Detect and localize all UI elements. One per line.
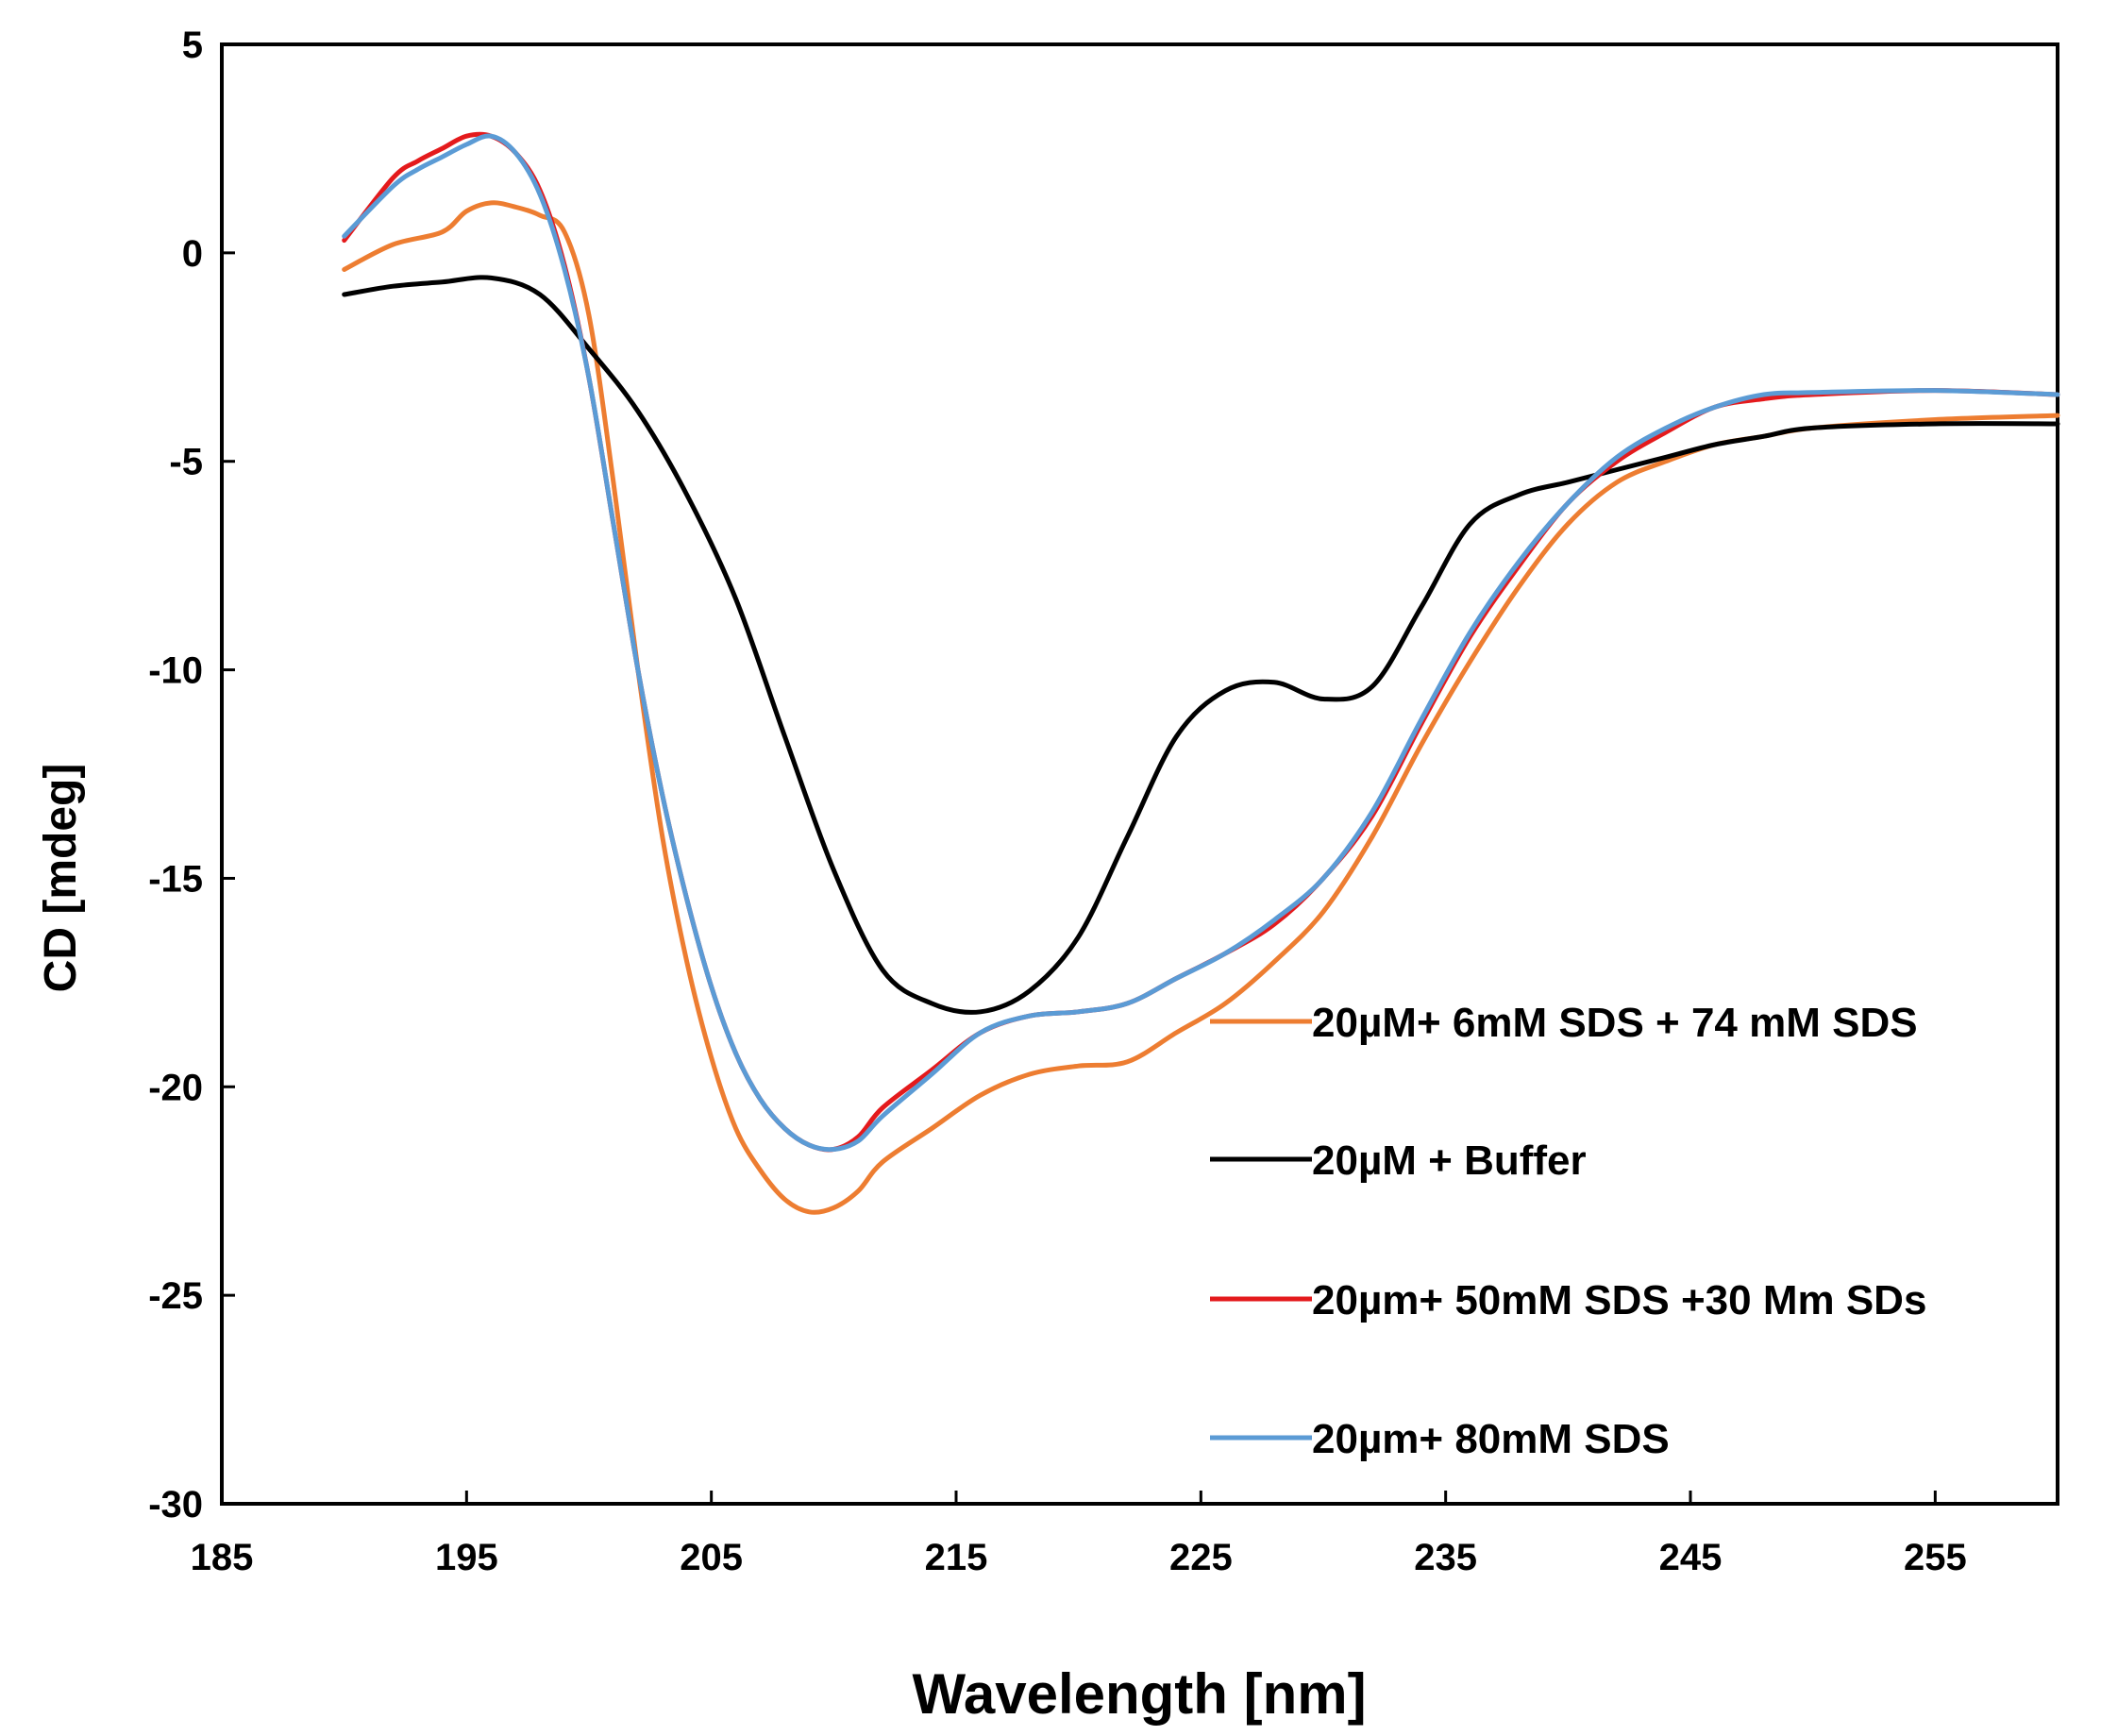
y-tick-label: -10: [148, 650, 203, 692]
legend-label: 20µm+ 80mM SDS: [1312, 1416, 1670, 1462]
series-line-20-m-6mm-sds-74-mm-sds: [342, 200, 2060, 1215]
y-tick-label: -5: [169, 442, 203, 483]
y-tick-label: -20: [148, 1067, 203, 1108]
plot-frame: [220, 42, 2059, 1506]
y-tick-label: 0: [182, 233, 203, 275]
y-axis-ticks: 5 0 -5 -10 -15 -20 -25 -30: [148, 25, 235, 1525]
legend-item: 20µM + Buffer: [1210, 1138, 1587, 1184]
x-tick-label: 225: [1169, 1537, 1233, 1578]
legend: 20µM+ 6mM SDS + 74 mM SDS 20µM + Buffer 20…: [1210, 1000, 1926, 1462]
series-line-20-m-buffer: [342, 275, 2060, 1015]
x-tick-label: 235: [1414, 1537, 1477, 1578]
x-axis-title: Wavelength [nm]: [912, 1662, 1366, 1726]
series-lines: [342, 131, 2060, 1215]
legend-item: 20µM+ 6mM SDS + 74 mM SDS: [1210, 1000, 1918, 1046]
x-tick-label: 205: [680, 1537, 743, 1578]
series-line-20-m-50mm-sds-30-mm-sds: [342, 131, 2060, 1153]
y-tick-label: 5: [182, 25, 203, 66]
legend-label: 20µM + Buffer: [1312, 1138, 1587, 1184]
series-line-20-m-80mm-sds: [342, 133, 2060, 1153]
y-tick-label: -15: [148, 858, 203, 900]
y-axis-title: CD [mdeg]: [36, 764, 86, 993]
legend-item: 20µm+ 50mM SDS +30 Mm SDs: [1210, 1277, 1926, 1323]
x-tick-label: 185: [191, 1537, 254, 1578]
legend-label: 20µM+ 6mM SDS + 74 mM SDS: [1312, 1000, 1918, 1046]
x-axis-ticks: 185 195 205 215 225 235 245 255: [191, 1491, 1967, 1578]
y-tick-label: -30: [148, 1484, 203, 1525]
x-tick-label: 195: [435, 1537, 498, 1578]
x-tick-label: 215: [925, 1537, 988, 1578]
x-tick-label: 245: [1659, 1537, 1723, 1578]
legend-item: 20µm+ 80mM SDS: [1210, 1416, 1670, 1462]
x-tick-label: 255: [1904, 1537, 1967, 1578]
y-tick-label: -25: [148, 1275, 203, 1317]
legend-label: 20µm+ 50mM SDS +30 Mm SDs: [1312, 1277, 1926, 1323]
